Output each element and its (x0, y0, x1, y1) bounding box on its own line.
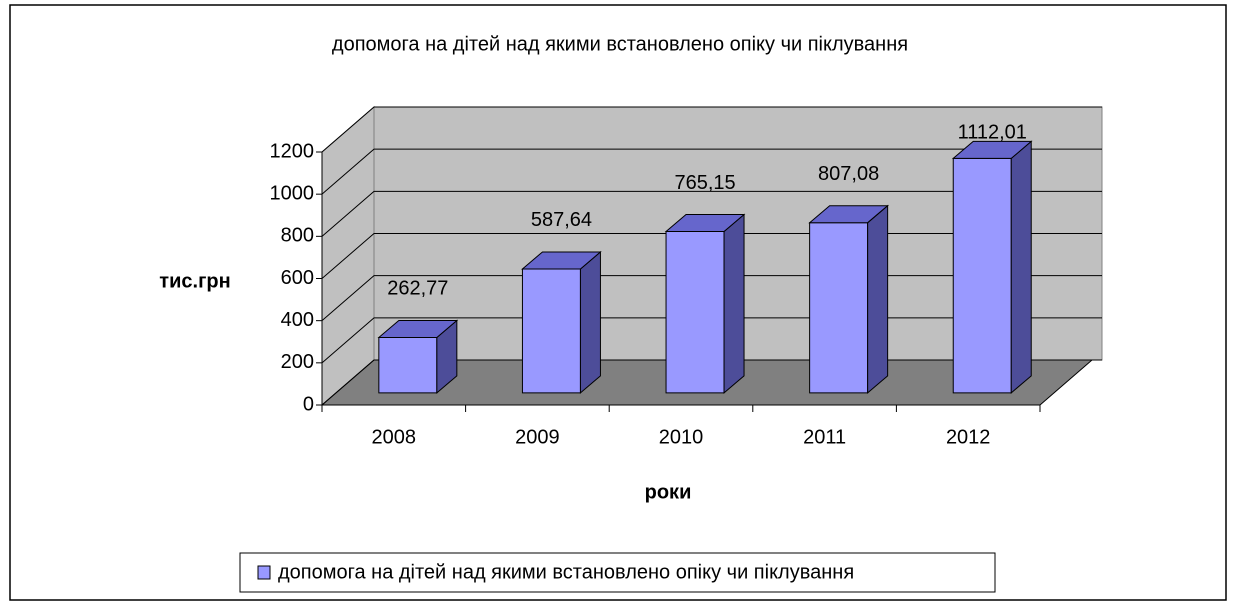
bar-front (665, 231, 725, 394)
bar (664, 213, 746, 394)
y-tick-label: 1200 (270, 140, 315, 162)
bar (808, 204, 890, 394)
value-label: 1112,01 (958, 121, 1027, 143)
bar (951, 140, 1033, 394)
chart-title: допомога на дітей над якими встановлено … (332, 33, 908, 55)
bar-top (521, 251, 602, 270)
value-label: 765,15 (674, 172, 735, 194)
bar (521, 250, 602, 394)
bar-front (809, 222, 869, 394)
y-tick-label: 1000 (270, 182, 315, 204)
bar-front (521, 268, 581, 394)
bar-side (723, 213, 745, 394)
x-tick-label: 2008 (372, 426, 417, 448)
grid-line (321, 148, 1102, 195)
x-tick-label: 2010 (659, 426, 704, 448)
y-tick-label: 0 (303, 393, 314, 415)
bar-side (1010, 140, 1032, 394)
bar-side (579, 250, 601, 394)
legend-box (239, 552, 996, 593)
bar-front (952, 157, 1012, 394)
y-tick-label: 400 (281, 309, 314, 331)
y-tick-label: 800 (281, 225, 314, 247)
x-tick-label: 2012 (946, 426, 991, 448)
bar-top (808, 205, 890, 224)
value-label: 262,77 (387, 278, 448, 300)
bar (377, 319, 459, 394)
value-label: 587,64 (531, 209, 592, 231)
grid-line (321, 106, 1102, 153)
bar-top (377, 319, 459, 338)
legend-swatch (257, 565, 271, 580)
value-label: 807,08 (818, 163, 879, 185)
x-tick-label: 2009 (515, 426, 560, 448)
y-tick-label: 600 (281, 267, 314, 289)
y-tick-label: 200 (281, 351, 314, 373)
x-tick-label: 2011 (803, 426, 846, 448)
bar-top (664, 214, 746, 233)
legend-label: допомога на дітей над якими встановлено … (278, 561, 854, 583)
x-axis-label: роки (645, 481, 692, 503)
bar-front (378, 336, 438, 394)
grid-line (321, 190, 1102, 237)
y-axis-label: тис.грн (159, 270, 230, 292)
bar-side (867, 204, 889, 394)
bar-top (951, 140, 1033, 159)
